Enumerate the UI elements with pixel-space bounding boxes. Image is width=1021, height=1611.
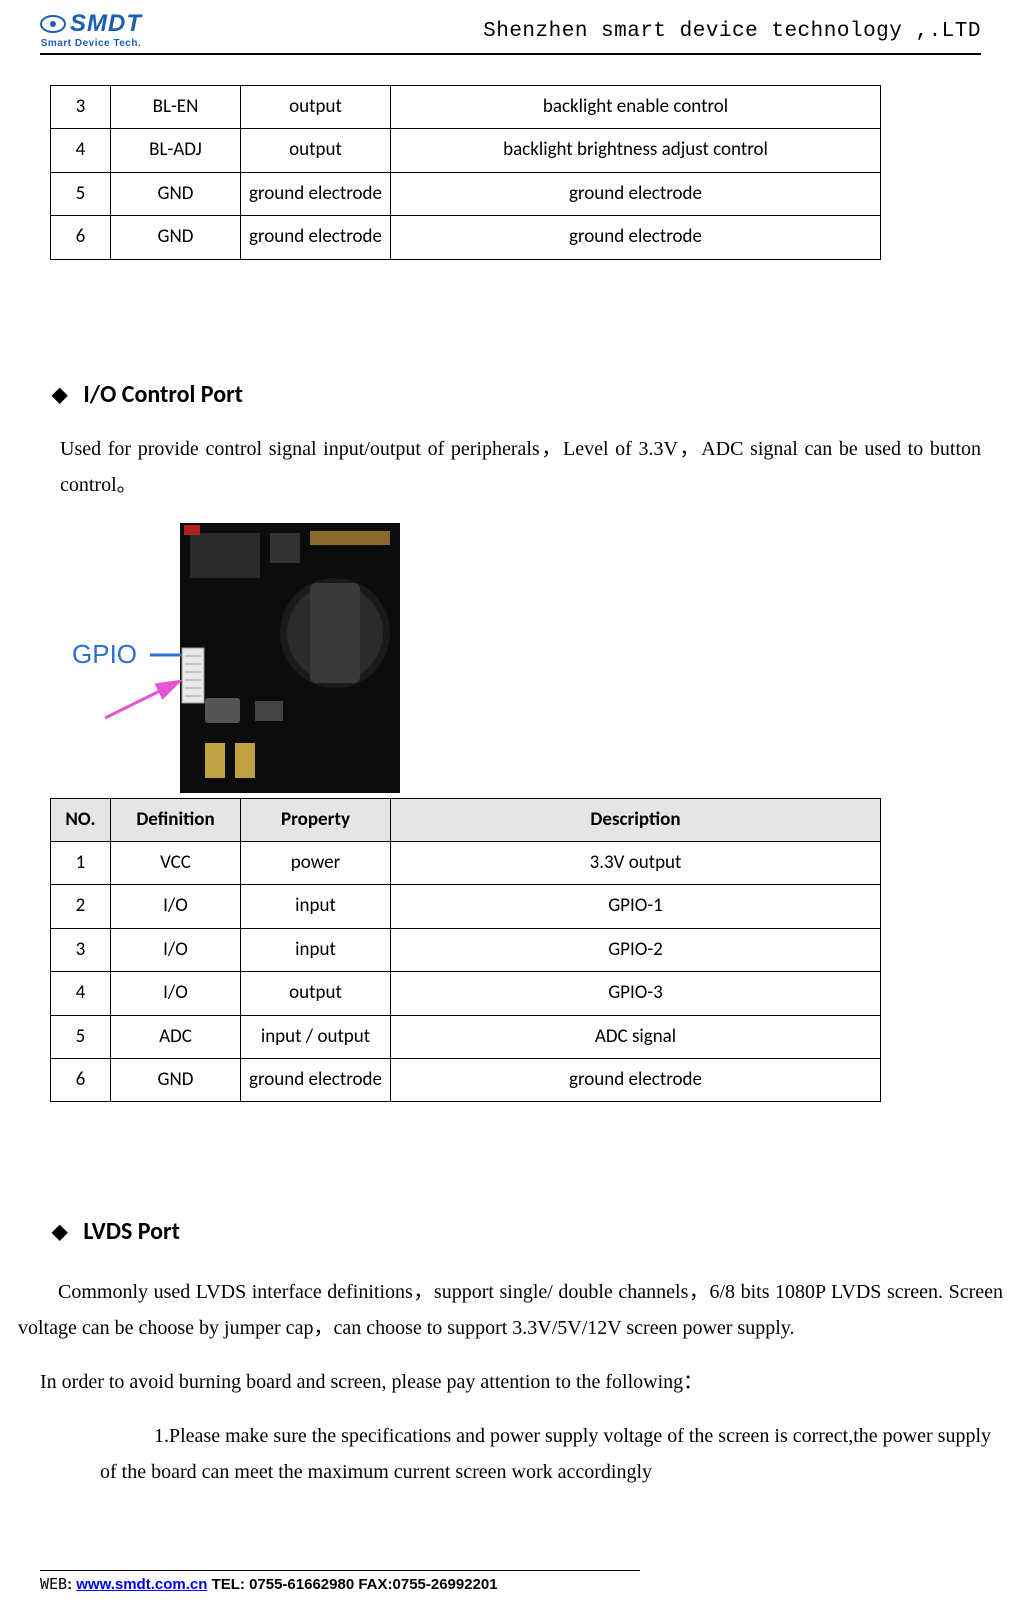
table-header-row: NO. Definition Property Description [51,798,881,841]
cell-no: 4 [51,129,111,172]
th-prop: Property [241,798,391,841]
table-row: 4 I/O output GPIO-3 [51,972,881,1015]
cell-no: 5 [51,1015,111,1058]
cell-no: 4 [51,972,111,1015]
cell-prop: input / output [241,1015,391,1058]
cell-def: GND [111,172,241,215]
bullet-icon: ◆ [52,1219,67,1244]
cell-desc: GPIO-1 [391,885,881,928]
cell-desc: GPIO-3 [391,972,881,1015]
cell-no: 2 [51,885,111,928]
cell-desc: ground electrode [391,216,881,259]
cell-def: I/O [111,885,241,928]
gpio-board-figure: GPIO [60,523,400,798]
cell-prop: power [241,841,391,884]
cell-no: 6 [51,1058,111,1101]
lvds-section-heading: ◆ LVDS Port [52,1217,981,1246]
cell-prop: ground electrode [241,216,391,259]
io-section-heading: ◆ I/O Control Port [52,380,981,409]
table-row: 6 GND ground electrode ground electrode [51,216,881,259]
io-section-description: Used for provide control signal input/ou… [60,431,981,503]
cell-def: BL-EN [111,86,241,129]
cell-def: I/O [111,972,241,1015]
arrow-icon [105,681,180,718]
th-desc: Description [391,798,881,841]
table-row: 4 BL-ADJ output backlight brightness adj… [51,129,881,172]
th-no: NO. [51,798,111,841]
footer-contact: TEL: 0755-61662980 FAX:0755-26992201 [207,1576,497,1593]
cell-def: I/O [111,928,241,971]
cell-prop: input [241,928,391,971]
cell-prop: output [241,972,391,1015]
cell-prop: input [241,885,391,928]
backlight-pin-table: 3 BL-EN output backlight enable control … [50,85,881,260]
footer-link[interactable]: www.smdt.com.cn [76,1576,207,1593]
lvds-paragraph-3: 1.Please make sure the specifications an… [100,1418,991,1490]
table-row: 1 VCC power 3.3V output [51,841,881,884]
logo-icon [40,11,66,37]
cell-desc: backlight brightness adjust control [391,129,881,172]
table-row: 3 BL-EN output backlight enable control [51,86,881,129]
company-name: Shenzhen smart device technology ,.LTD [483,20,981,49]
footer-web-label: WEB [40,1575,67,1593]
table-row: 6 GND ground electrode ground electrode [51,1058,881,1101]
cell-no: 5 [51,172,111,215]
gpio-label-text: GPIO [72,639,137,669]
cell-desc: backlight enable control [391,86,881,129]
cell-prop: output [241,86,391,129]
footer-sep: : [67,1576,76,1593]
cell-def: ADC [111,1015,241,1058]
cell-no: 6 [51,216,111,259]
io-pin-table: NO. Definition Property Description 1 VC… [50,798,881,1103]
cell-desc: GPIO-2 [391,928,881,971]
cell-no: 3 [51,86,111,129]
lvds-paragraph-1: Commonly used LVDS interface definitions… [18,1274,1003,1346]
bullet-icon: ◆ [52,382,67,407]
io-section-title: I/O Control Port [83,380,243,409]
cell-prop: ground electrode [241,172,391,215]
cell-desc: ground electrode [391,1058,881,1101]
page-header: SMDT Smart Device Tech. Shenzhen smart d… [40,10,981,55]
cell-no: 3 [51,928,111,971]
cell-def: BL-ADJ [111,129,241,172]
logo-subtitle: Smart Device Tech. [41,38,142,49]
cell-desc: 3.3V output [391,841,881,884]
cell-prop: ground electrode [241,1058,391,1101]
cell-def: GND [111,216,241,259]
table-row: 2 I/O input GPIO-1 [51,885,881,928]
cell-def: VCC [111,841,241,884]
cell-no: 1 [51,841,111,884]
cell-desc: ADC signal [391,1015,881,1058]
table-row: 5 GND ground electrode ground electrode [51,172,881,215]
cell-prop: output [241,129,391,172]
page-footer: WEB: www.smdt.com.cn TEL: 0755-61662980 … [40,1570,640,1593]
table-row: 5 ADC input / output ADC signal [51,1015,881,1058]
lvds-section-title: LVDS Port [83,1217,180,1246]
cell-desc: ground electrode [391,172,881,215]
logo: SMDT Smart Device Tech. [40,10,142,49]
th-def: Definition [111,798,241,841]
logo-text: SMDT [70,10,142,38]
cell-def: GND [111,1058,241,1101]
table-row: 3 I/O input GPIO-2 [51,928,881,971]
lvds-paragraph-2: In order to avoid burning board and scre… [18,1364,981,1400]
